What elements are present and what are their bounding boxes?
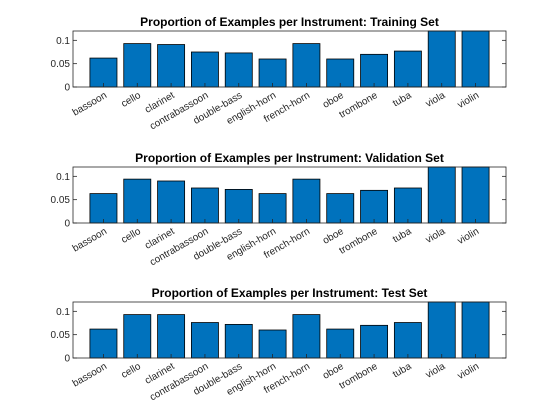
chart-title: Proportion of Examples per Instrument: V…: [135, 151, 444, 165]
x-tick-label-trombone: trombone: [337, 90, 379, 121]
bar-english-horn: [258, 193, 287, 224]
chart-title: Proportion of Examples per Instrument: T…: [152, 286, 428, 300]
y-tick-label: 0: [64, 219, 70, 230]
x-tick-label-cello: cello: [119, 226, 143, 246]
bar-tuba: [393, 50, 422, 88]
y-tick-label: 0.05: [51, 59, 71, 70]
y-tick-label: 0: [64, 83, 70, 94]
x-tick-label-violin: violin: [456, 90, 481, 111]
axes-box: [72, 301, 507, 359]
axes-box: [72, 30, 507, 88]
bar-double-bass: [224, 188, 253, 224]
bar-oboe: [326, 328, 355, 359]
bar-contrabassoon: [190, 187, 219, 224]
bar-tuba: [393, 187, 422, 224]
bar-violin: [461, 301, 490, 359]
x-tick-label-viola: viola: [424, 361, 448, 381]
bar-violin: [461, 30, 490, 88]
x-tick-label-tuba: tuba: [391, 226, 414, 245]
bar-trombone: [360, 53, 389, 88]
y-tick-label: 0: [64, 354, 70, 365]
x-tick-label-tuba: tuba: [391, 361, 414, 380]
x-tick-label-tuba: tuba: [391, 90, 414, 109]
bar-viola: [427, 30, 456, 88]
y-tick-label: 0.1: [56, 36, 70, 47]
bar-cello: [123, 178, 152, 224]
x-tick-label-viola: viola: [424, 90, 448, 110]
y-tick-label: 0.05: [51, 195, 71, 206]
bar-trombone: [360, 324, 389, 359]
bar-bassoon: [89, 57, 118, 88]
bar-cello: [123, 43, 152, 88]
x-tick-label-viola: viola: [424, 226, 448, 246]
bar-violin: [461, 166, 490, 224]
x-tick-label-cello: cello: [119, 361, 143, 381]
x-tick-label-bassoon: bassoon: [71, 226, 109, 254]
y-tick-label: 0.1: [56, 307, 70, 318]
bar-trombone: [360, 189, 389, 224]
bar-contrabassoon: [190, 322, 219, 359]
chart-panel-1: Proportion of Examples per Instrument: T…: [51, 15, 507, 132]
bar-french-horn: [292, 178, 321, 224]
bar-english-horn: [258, 58, 287, 88]
x-tick-label-cello: cello: [119, 90, 143, 110]
bar-double-bass: [224, 323, 253, 359]
bar-contrabassoon: [190, 51, 219, 88]
x-tick-label-violin: violin: [456, 226, 481, 247]
chart-panel-3: Proportion of Examples per Instrument: T…: [51, 286, 507, 403]
x-tick-label-bassoon: bassoon: [71, 361, 109, 389]
bar-bassoon: [89, 193, 118, 224]
bar-french-horn: [292, 43, 321, 88]
bar-cello: [123, 314, 152, 359]
axes-box: [72, 166, 507, 224]
x-tick-label-trombone: trombone: [337, 361, 379, 392]
bar-english-horn: [258, 329, 287, 359]
y-tick-label: 0.1: [56, 172, 70, 183]
bar-oboe: [326, 58, 355, 88]
bar-french-horn: [292, 314, 321, 359]
bar-double-bass: [224, 52, 253, 88]
bar-oboe: [326, 193, 355, 224]
bar-clarinet: [157, 314, 186, 359]
x-tick-label-violin: violin: [456, 361, 481, 382]
bar-bassoon: [89, 328, 118, 359]
x-tick-label-bassoon: bassoon: [71, 90, 109, 118]
bar-clarinet: [157, 44, 186, 88]
bar-viola: [427, 166, 456, 224]
chart-panel-2: Proportion of Examples per Instrument: V…: [51, 151, 507, 268]
chart-title: Proportion of Examples per Instrument: T…: [140, 15, 439, 29]
y-tick-label: 0.05: [51, 330, 71, 341]
bar-clarinet: [157, 180, 186, 224]
bar-viola: [427, 301, 456, 359]
x-tick-label-trombone: trombone: [337, 226, 379, 257]
bar-tuba: [393, 322, 422, 359]
